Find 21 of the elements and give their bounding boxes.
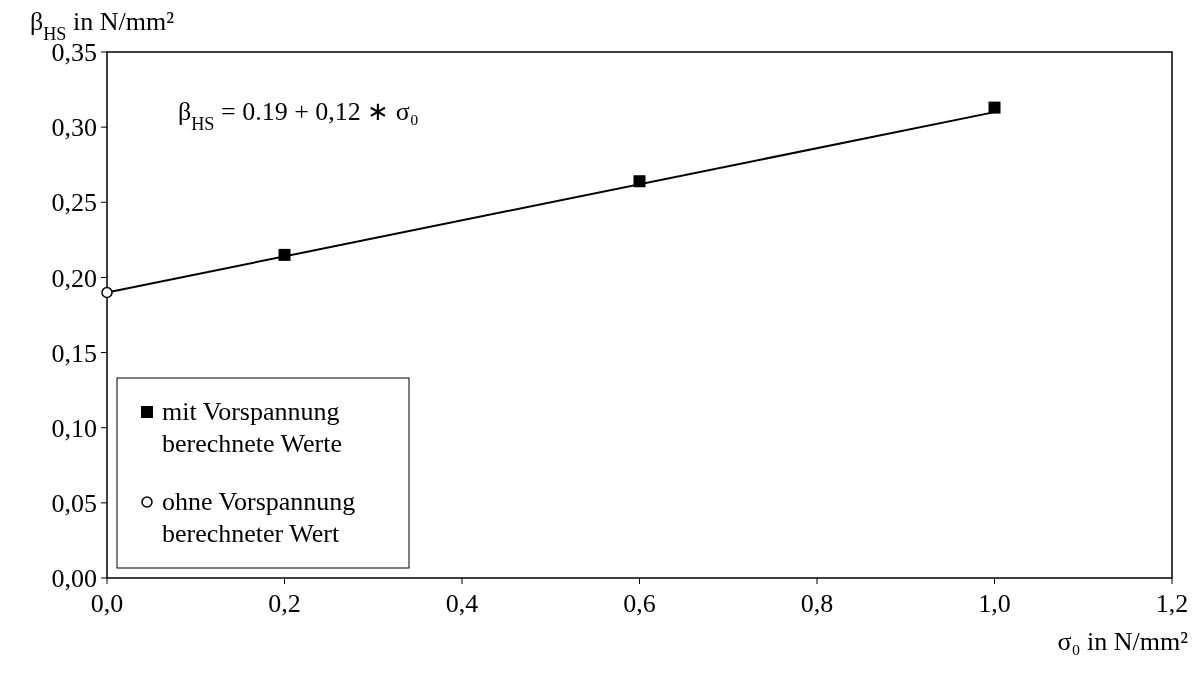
point bbox=[633, 175, 646, 188]
y-tick-label: 0,25 bbox=[51, 188, 97, 218]
x-tick-label: 0,8 bbox=[800, 589, 834, 618]
y-tick-label: 0,30 bbox=[51, 113, 97, 143]
y-tick-label: 0,20 bbox=[51, 263, 97, 293]
legend-label: ohne Vorspannung berechneter Wert bbox=[162, 487, 356, 548]
x-tick-label: 0,2 bbox=[268, 589, 301, 618]
y-tick-label: 0,15 bbox=[51, 338, 97, 368]
x-tick-label: 0,4 bbox=[445, 589, 479, 618]
x-tick-label: 1,0 bbox=[978, 589, 1011, 618]
point bbox=[278, 248, 291, 261]
y-tick-label: 0,05 bbox=[51, 488, 97, 518]
x-axis-title: σ₀ in N/mm² bbox=[1057, 627, 1189, 656]
y-tick-label: 0,10 bbox=[51, 413, 97, 443]
y-axis-title: β$_{HS}$ in N/mm² bbox=[30, 7, 175, 44]
x-tick-label: 1,2 bbox=[1155, 589, 1189, 618]
annotation: β$_{HS}$ = 0.19 + 0,12 ∗ σ₀ bbox=[178, 96, 419, 134]
point bbox=[988, 101, 1001, 114]
legend-label: mit Vorspannung berechnete Werte bbox=[162, 397, 343, 458]
x-tick-label: 0,6 bbox=[623, 589, 656, 618]
point bbox=[101, 286, 113, 299]
